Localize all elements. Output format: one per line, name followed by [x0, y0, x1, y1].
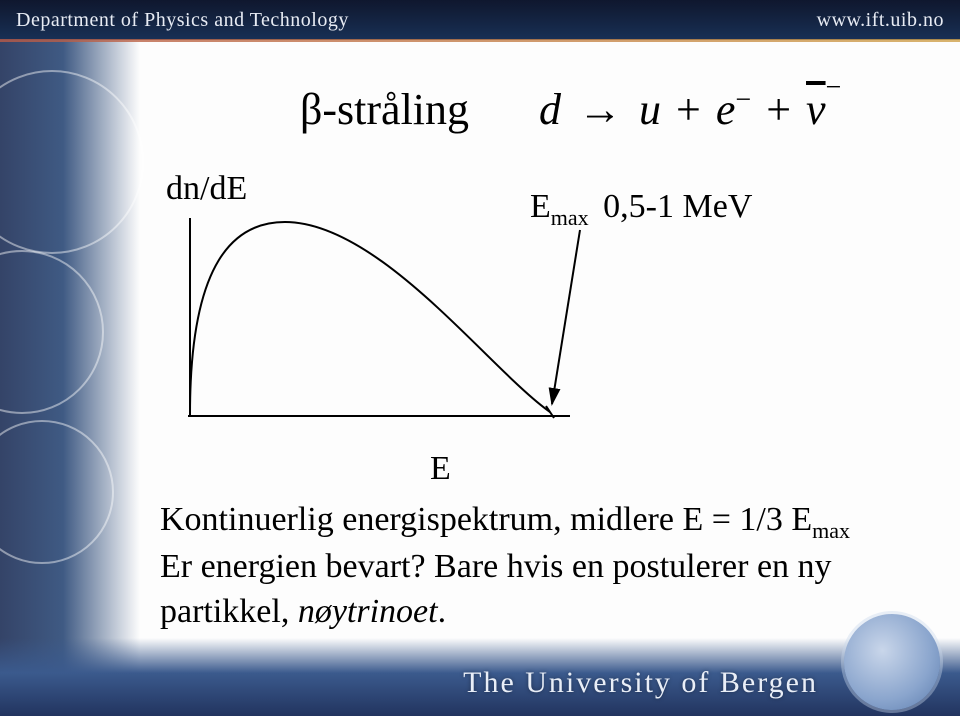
eq-nu-sup: −	[826, 72, 842, 103]
emax-label: Emax 0,5-1 MeV	[530, 188, 752, 231]
eq-plus-2: +	[762, 85, 795, 134]
x-axis-label: E	[430, 450, 451, 488]
slide-title: β-stråling	[300, 84, 469, 135]
eq-lhs: d	[539, 85, 561, 134]
eq-e-sup: −	[735, 84, 751, 115]
body-line-1a: Kontinuerlig energispektrum, midlere E =…	[160, 501, 812, 538]
eq-term-nu: ν	[806, 85, 826, 134]
body-line-1-sub: max	[812, 518, 850, 543]
emax-value: 0,5-1 MeV	[597, 188, 752, 225]
emax-pointer	[552, 230, 580, 404]
eq-term-e: e	[716, 85, 736, 134]
spectrum-curve	[190, 222, 550, 414]
body-line-3-italic: nøytrinoet	[298, 593, 438, 630]
spectrum-chart	[150, 200, 590, 430]
slide: The University of Bergen Department of P…	[0, 0, 960, 716]
emax-e: E	[530, 188, 551, 225]
body-line-3a: partikkel,	[160, 593, 298, 630]
title-row: β-stråling d → u + e− + ν−	[300, 84, 920, 135]
eq-plus-1: +	[672, 85, 705, 134]
decay-equation: d → u + e− + ν−	[539, 84, 841, 135]
body-text: Kontinuerlig energispektrum, midlere E =…	[160, 498, 900, 635]
body-line-3c: .	[438, 593, 447, 630]
emax-sub: max	[551, 205, 589, 230]
eq-term-u: u	[639, 85, 661, 134]
body-line-2: Er energien bevart? Bare hvis en postule…	[160, 548, 832, 585]
eq-arrow: →	[572, 85, 628, 134]
content-area: β-stråling d → u + e− + ν− dn/dE	[0, 0, 960, 716]
